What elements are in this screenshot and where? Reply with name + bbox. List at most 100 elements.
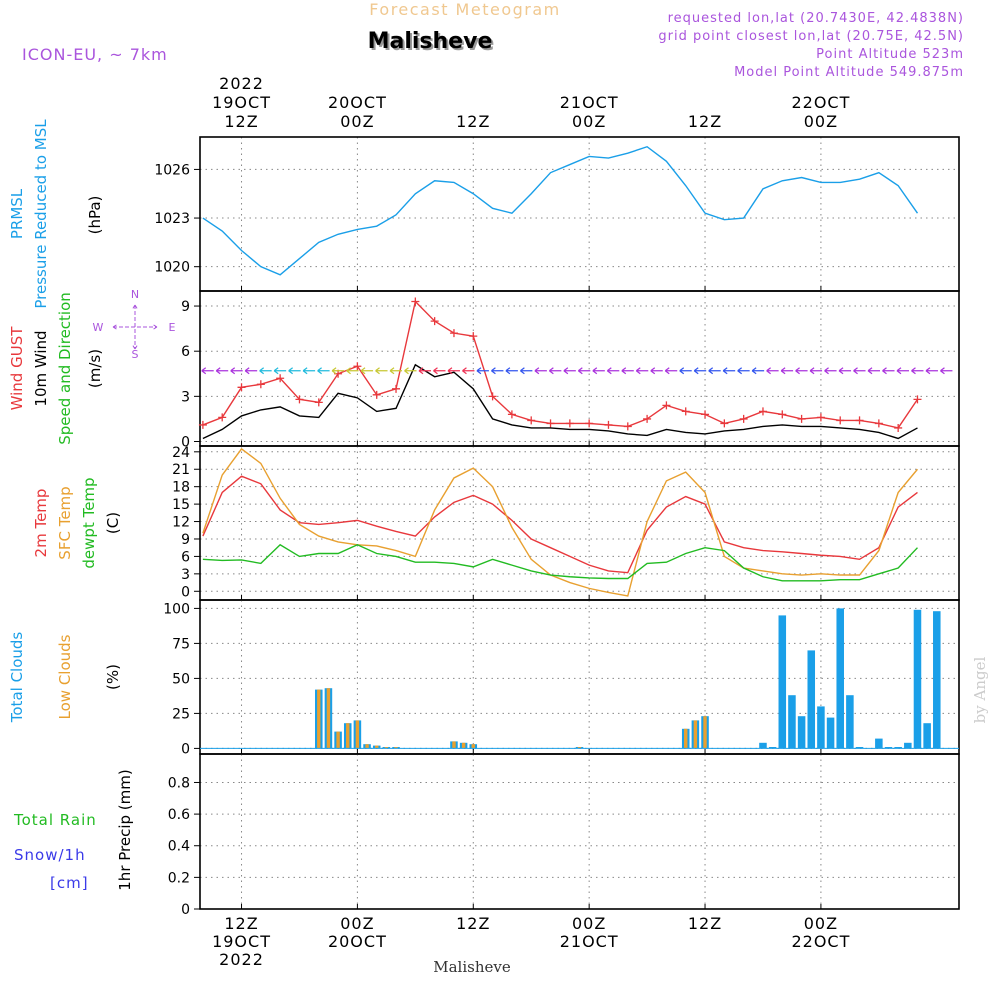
gust-marker (816, 413, 825, 422)
wind-legend-label: Wind GUST (8, 326, 26, 411)
wind-direction-arrow (925, 367, 938, 375)
location-title-front: Malisheve (368, 29, 493, 54)
top-time-label: 00Z (804, 112, 838, 131)
wind-direction-arrow (302, 367, 316, 375)
clouds-bar-total-clouds (855, 747, 864, 749)
clouds-bar-low-clouds (693, 720, 698, 749)
wind-direction-arrow (273, 367, 287, 375)
gust-marker (662, 401, 671, 410)
wind-direction-arrow (201, 367, 214, 375)
model-label: ICON-EU, ~ 7km (22, 45, 168, 64)
y-tick-label: 0.8 (168, 775, 190, 791)
gust-marker (874, 419, 883, 428)
time-label: 20OCT (328, 932, 387, 951)
clouds-bar-low-clouds (317, 689, 321, 749)
time-label: 2022 (219, 950, 264, 969)
gust-marker (276, 374, 285, 383)
clouds-bar-low-clouds (365, 744, 369, 749)
top-time-label: 22OCT (791, 93, 850, 112)
time-label: 19OCT (212, 932, 271, 951)
gust-marker (604, 420, 613, 429)
gust-marker (314, 398, 323, 407)
top-time-label: 21OCT (560, 93, 619, 112)
wind-direction-arrow (215, 367, 229, 375)
clouds-bar-low-clouds (684, 728, 688, 749)
clouds-bar-total-clouds (807, 650, 816, 749)
wind-direction-arrow (520, 367, 533, 375)
wind-direction-arrow (635, 367, 649, 375)
clouds-unit-label: (%) (104, 664, 122, 690)
y-tick-label: 9 (181, 532, 190, 548)
wind-direction-arrow (331, 367, 345, 375)
clouds-bar-low-clouds (577, 747, 582, 749)
clouds-bar-low-clouds (375, 745, 379, 749)
gust-marker (643, 414, 652, 423)
clouds-bar-total-clouds (913, 609, 922, 749)
wind-direction-arrow (882, 367, 895, 375)
clouds-bar-low-clouds (452, 741, 456, 749)
wind-direction-arrow (824, 367, 837, 375)
gust-marker (546, 419, 555, 428)
gust-marker (565, 419, 574, 428)
left-labels: PRMSL Pressure Reduced to MSL (hPa) Wind GU… (8, 119, 176, 892)
time-label: 12Z (688, 914, 722, 933)
wind-direction-arrow (592, 367, 605, 375)
wind-legend-label: 10m Wind (32, 330, 50, 406)
wind-legend-label: Speed and Direction (56, 292, 74, 445)
top-time-label: 2022 (219, 74, 264, 93)
temp-series-dewpt-temp (202, 543, 918, 582)
wind-direction-arrow (375, 367, 388, 375)
temp-legend-label: SFC Temp (56, 486, 74, 559)
wind-direction-arrow (664, 367, 678, 375)
wind-direction-arrow (679, 367, 692, 375)
wind-direction-arrow (317, 367, 330, 375)
y-tick-label: 0 (181, 434, 190, 450)
y-tick-label: 18 (172, 480, 190, 496)
wind-direction-arrow (766, 367, 779, 375)
precip-legend-label: Total Rain (13, 811, 97, 829)
y-tick-label: 3 (181, 567, 190, 583)
gust-marker (758, 407, 767, 416)
wind-direction-arrow (911, 367, 924, 375)
wind-direction-arrow (737, 367, 750, 375)
wind-direction-arrow (389, 367, 403, 375)
wind-direction-arrow (780, 367, 794, 375)
gust-marker (739, 414, 748, 423)
wind-direction-arrow (360, 367, 374, 375)
gust-marker (392, 384, 401, 393)
y-tick-label: 100 (163, 601, 190, 617)
wind-direction-arrow (621, 367, 634, 375)
clouds-bar-total-clouds (894, 747, 902, 749)
gust-marker (449, 329, 458, 338)
compass-label: S (132, 348, 139, 361)
wind-direction-arrow (853, 367, 866, 375)
gridpoint-coords: grid point closest lon,lat (20.75E, 42.5… (658, 29, 964, 44)
time-label: 00Z (340, 914, 374, 933)
temp-series-2m-temp (202, 475, 918, 574)
y-tick-label: 1023 (154, 211, 190, 227)
time-label: 00Z (572, 914, 606, 933)
time-label: 12Z (224, 914, 258, 933)
gust-marker (894, 423, 903, 432)
wind-direction-arrow (838, 367, 852, 375)
wind-direction-arrow (708, 367, 721, 375)
y-tick-label: 15 (172, 497, 190, 513)
clouds-bar-total-clouds (846, 695, 854, 749)
y-tick-label: 0.4 (168, 839, 190, 855)
wind-direction-arrow (505, 367, 518, 375)
clouds-bar-total-clouds (768, 747, 777, 749)
y-tick-label: 0.2 (168, 870, 190, 886)
y-tick-label: 50 (172, 671, 190, 687)
compass-label: E (169, 321, 176, 334)
gust-marker (256, 380, 265, 389)
clouds-bar-total-clouds (933, 611, 941, 749)
y-tick-label: 0.6 (168, 807, 190, 823)
clouds-legend-label: Total Clouds (8, 632, 26, 724)
pressure-legend-label: Pressure Reduced to MSL (32, 119, 50, 309)
wind-direction-arrow (563, 367, 576, 375)
clouds-panel: 0 25 50 75 100 (163, 599, 960, 757)
clouds-bar-low-clouds (703, 716, 707, 749)
top-time-label: 00Z (572, 112, 606, 131)
y-tick-label: 75 (172, 636, 190, 652)
